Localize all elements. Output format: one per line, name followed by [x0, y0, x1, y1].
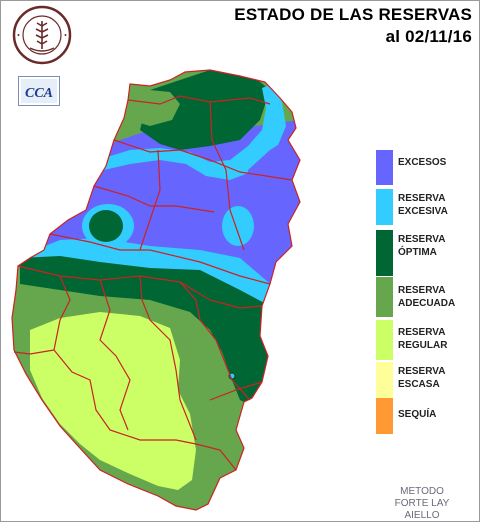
- legend-swatch: [376, 277, 393, 317]
- legend-label: SEQUÍA: [398, 409, 437, 420]
- map-title: ESTADO DE LAS RESERVAS: [234, 5, 472, 24]
- province-outline: [11, 69, 301, 511]
- department-borders: [13, 95, 293, 471]
- legend-swatch: [376, 362, 393, 400]
- zone-adecuada-north: [126, 90, 180, 126]
- cca-logo-text: CCA: [25, 86, 53, 101]
- legend-label: RESERVA REGULAR: [398, 327, 448, 351]
- legend-label: RESERVA EXCESIVA: [398, 193, 448, 217]
- bolsa-cereales-seal-logo: [12, 5, 72, 65]
- method-label: METODO FORTE LAY AIELLO: [394, 486, 450, 521]
- legend-label: RESERVA ESCASA: [398, 366, 446, 390]
- zone-excesiva-spot: [222, 206, 254, 246]
- zone-optima-blob: [89, 210, 123, 242]
- legend-swatch: [376, 398, 393, 434]
- legend-label: RESERVA ÓPTIMA: [398, 234, 446, 258]
- zone-optima-north: [140, 70, 270, 150]
- legend-swatch: [376, 230, 393, 276]
- legend-swatch: [376, 150, 393, 185]
- zone-excesiva-north: [104, 84, 286, 180]
- legend-swatch: [376, 320, 393, 360]
- legend-label: EXCESOS: [398, 157, 447, 168]
- map-date: al 02/11/16: [385, 27, 472, 46]
- zone-optima-band: [20, 256, 300, 420]
- legend-swatch: [376, 189, 393, 225]
- legend-label: RESERVA ADECUADA: [398, 285, 456, 309]
- zone-regular: [30, 312, 196, 490]
- cca-logo: CCA: [18, 76, 60, 106]
